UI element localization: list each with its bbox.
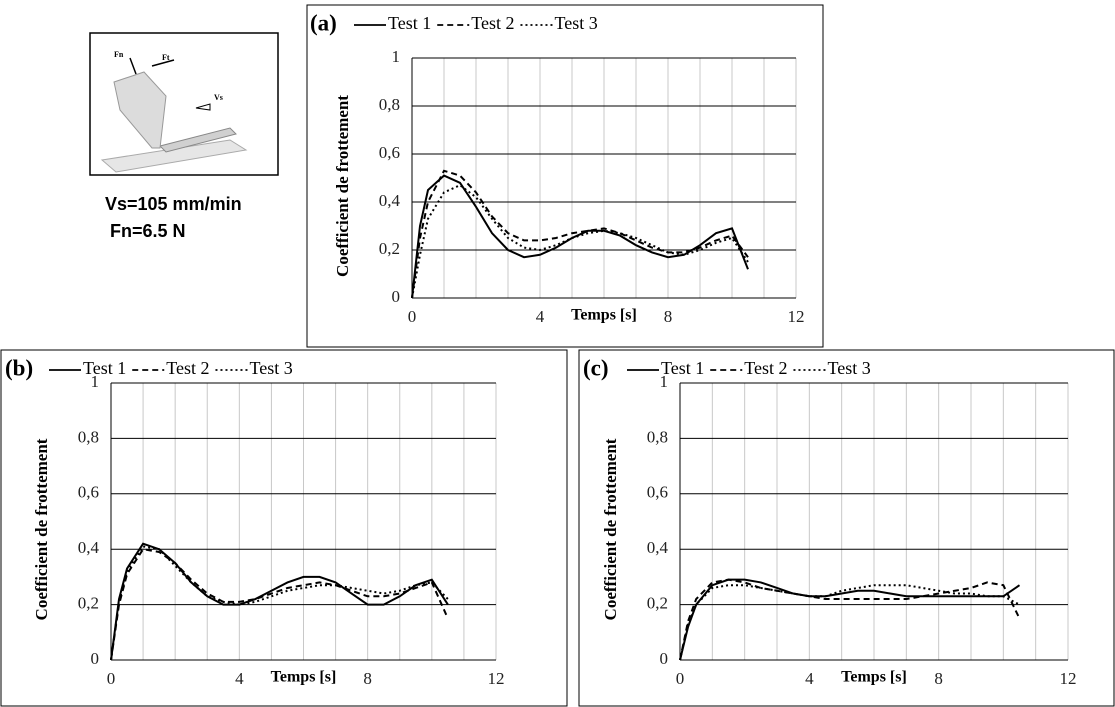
y-tick-label: 0 [91, 649, 100, 668]
series-line [679, 578, 1021, 661]
y-axis-label: Coefficient de frottement [333, 95, 352, 277]
series-line [411, 169, 749, 299]
caption: Fn=6.5 N [110, 221, 186, 241]
x-axis-label: Temps [s] [271, 669, 337, 686]
series-line [110, 542, 449, 661]
y-tick-label: 0,8 [379, 95, 400, 114]
y-tick-label: 0,6 [647, 483, 668, 502]
inset: Fn Ft Vs Vs=105 mm/min Fn=6.5 N [89, 32, 279, 241]
y-tick-label: 1 [660, 372, 669, 391]
y-tick-label: 0,2 [647, 594, 668, 613]
x-tick-label: 4 [536, 307, 545, 326]
y-axis-label: Coefficient de frottement [32, 438, 51, 620]
caption: Vs=105 mm/min [105, 194, 242, 214]
series-line [110, 545, 449, 661]
y-tick-label: 0,8 [78, 427, 99, 446]
x-axis-label: Temps [s] [841, 669, 907, 686]
fn-arrow [129, 57, 137, 75]
legend-label: Test 2 [744, 358, 787, 378]
chart-title: (b) [5, 355, 33, 380]
x-tick-label: 4 [235, 669, 244, 688]
chart-title: (a) [310, 10, 337, 35]
y-tick-label: 0,8 [647, 427, 668, 446]
legend-label: Test 2 [471, 13, 514, 33]
panel-frame [578, 349, 1115, 707]
panel-frame [306, 4, 824, 348]
y-tick-label: 0 [660, 649, 669, 668]
legend-label: Test 1 [83, 358, 126, 378]
legend-label: Test 1 [661, 358, 704, 378]
legend-label: Test 3 [554, 13, 597, 33]
x-tick-label: 8 [664, 307, 673, 326]
y-tick-label: 0,2 [379, 239, 400, 258]
y-tick-label: 0 [392, 287, 401, 306]
indenter [113, 71, 167, 149]
y-axis-label: Coefficient de frottement [601, 438, 620, 620]
y-tick-label: 0,2 [78, 594, 99, 613]
x-tick-label: 0 [107, 669, 116, 688]
legend-label: Test 1 [388, 13, 431, 33]
legend-label: Test 3 [249, 358, 292, 378]
inset-label: Ft [162, 53, 170, 62]
chart: 0 0,2 0,4 0,6 0,8 1 0 4 8 12 Temps [s] Coefficient … [310, 10, 805, 326]
x-axis-label: Temps [s] [571, 307, 637, 324]
y-tick-label: 0,6 [78, 483, 99, 502]
chart: 0 0,2 0,4 0,6 0,8 1 0 4 8 12 Temps [s] Coefficient … [5, 355, 505, 688]
y-tick-label: 1 [392, 47, 401, 66]
x-tick-label: 4 [805, 669, 814, 688]
series-line [411, 174, 749, 299]
x-tick-label: 0 [676, 669, 685, 688]
y-tick-label: 0,4 [647, 538, 669, 557]
x-tick-label: 8 [363, 669, 372, 688]
y-tick-label: 0,4 [379, 191, 401, 210]
chart-title: (c) [583, 355, 609, 380]
x-tick-label: 8 [934, 669, 943, 688]
series-line [110, 548, 449, 661]
series-line [411, 184, 749, 299]
ft-arrow [151, 59, 175, 67]
x-tick-label: 12 [1060, 669, 1077, 688]
inset-label: Vs [214, 93, 223, 102]
x-tick-label: 12 [488, 669, 505, 688]
inset-label: Fn [114, 50, 124, 59]
legend-label: Test 3 [827, 358, 870, 378]
y-tick-label: 0,4 [78, 538, 100, 557]
y-tick-label: 0,6 [379, 143, 400, 162]
x-tick-label: 12 [788, 307, 805, 326]
vs-arrow [195, 103, 211, 111]
x-tick-label: 0 [408, 307, 417, 326]
groove [159, 127, 237, 153]
panel-frame [0, 349, 568, 707]
chart: 0 0,2 0,4 0,6 0,8 1 0 4 8 12 Temps [s] Coefficient … [583, 355, 1077, 688]
y-tick-label: 1 [91, 372, 100, 391]
legend-label: Test 2 [166, 358, 209, 378]
